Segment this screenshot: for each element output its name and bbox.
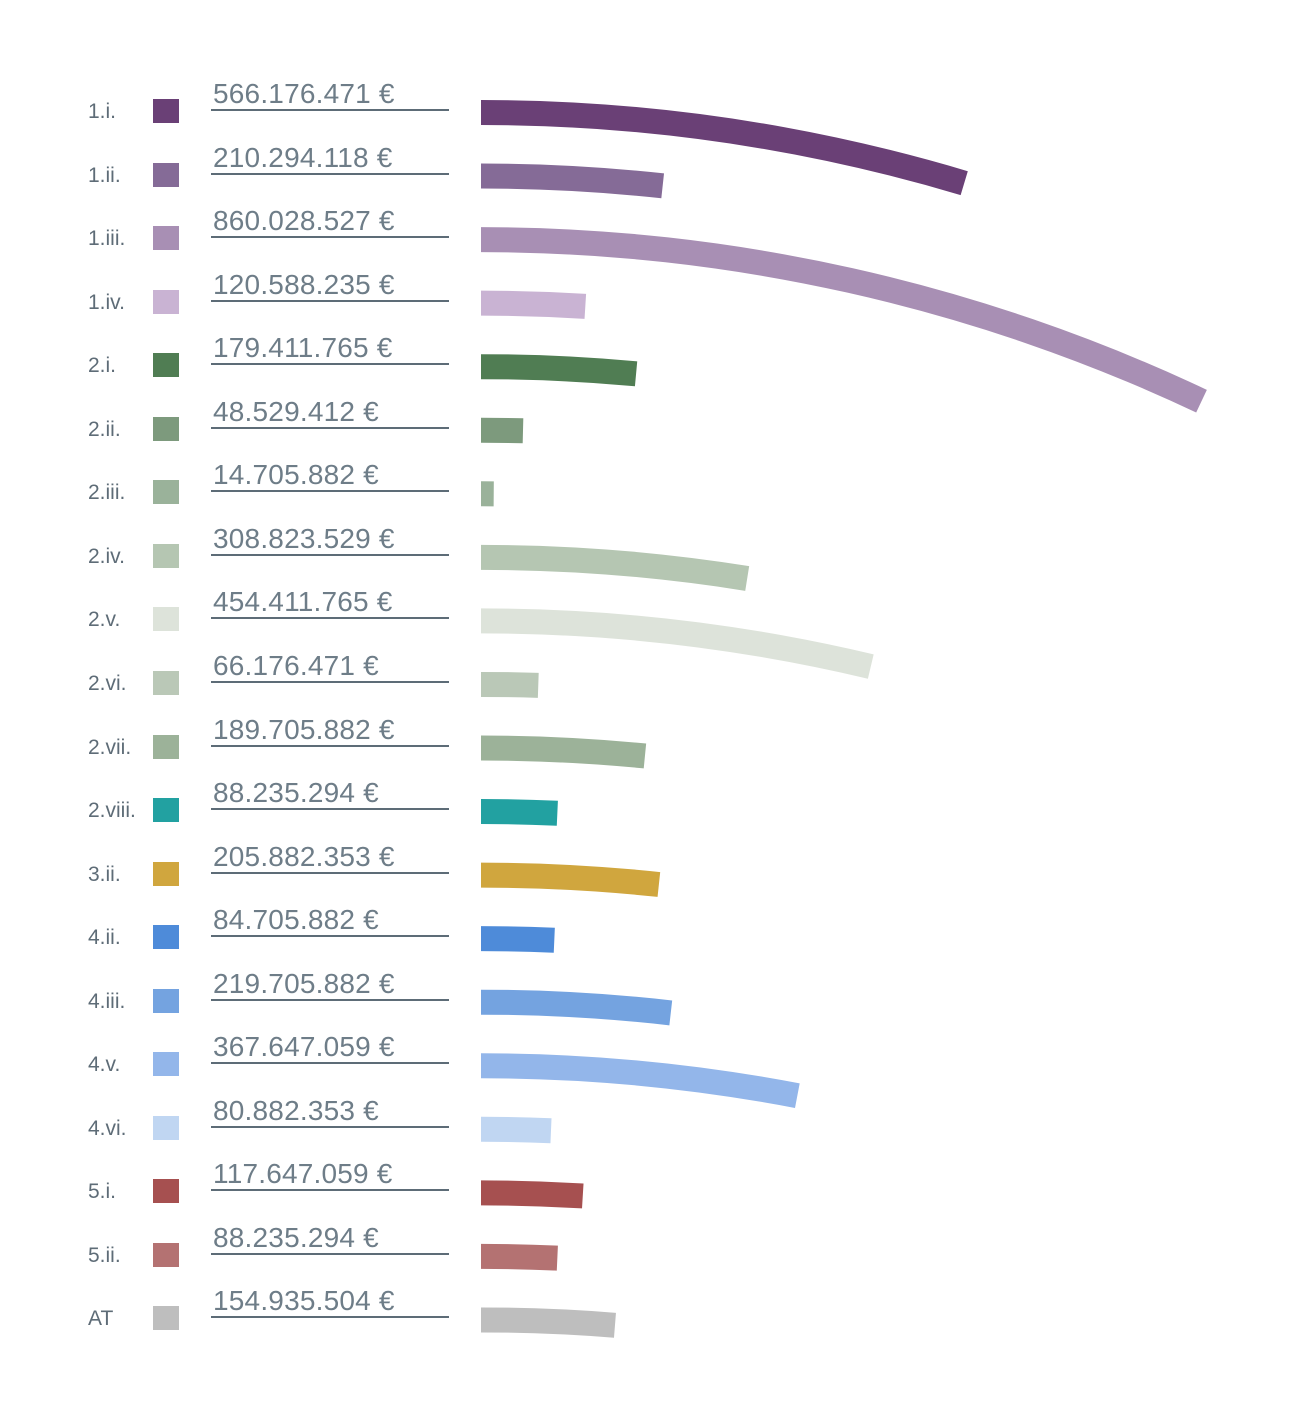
- category-label: 2.ii.: [88, 417, 121, 441]
- value-label: 88.235.294 €: [211, 1222, 449, 1255]
- category-label: 1.iii.: [88, 227, 126, 251]
- category-label: 2.viii.: [88, 799, 136, 823]
- category-label: 5.ii.: [88, 1243, 121, 1267]
- value-label: 84.705.882 €: [211, 905, 449, 938]
- color-swatch: [153, 1115, 179, 1140]
- color-swatch: [153, 416, 179, 441]
- color-swatch: [153, 925, 179, 950]
- bar-arc-2iv: [481, 544, 750, 591]
- value-label: 205.882.353 €: [211, 841, 449, 874]
- value-label: 210.294.118 €: [211, 142, 449, 175]
- bar-arc-5ii: [481, 1243, 558, 1271]
- bar-arc-at: [481, 1307, 616, 1338]
- color-swatch: [153, 734, 179, 759]
- color-swatch: [153, 162, 179, 187]
- value-label: 454.411.765 €: [211, 587, 449, 620]
- category-label: AT: [88, 1307, 114, 1331]
- color-swatch: [153, 798, 179, 823]
- color-swatch: [153, 543, 179, 568]
- category-label: 5.i.: [88, 1180, 117, 1204]
- color-swatch: [153, 289, 179, 314]
- color-swatch: [153, 353, 179, 378]
- bar-arc-2viii: [481, 799, 558, 826]
- bar-arc-1iii: [481, 227, 1207, 413]
- value-label: 219.705.882 €: [211, 968, 449, 1001]
- value-label: 14.705.882 €: [211, 460, 449, 493]
- bar-arc-2vii: [481, 735, 647, 769]
- value-label: 308.823.529 €: [211, 523, 449, 556]
- color-swatch: [153, 1052, 179, 1077]
- category-label: 1.ii.: [88, 163, 121, 187]
- value-label: 154.935.504 €: [211, 1286, 449, 1319]
- color-swatch: [153, 226, 179, 251]
- color-swatch: [153, 861, 179, 886]
- category-label: 2.i.: [88, 354, 117, 378]
- value-label: 120.588.235 €: [211, 269, 449, 302]
- value-label: 367.647.059 €: [211, 1032, 449, 1065]
- category-label: 4.v.: [88, 1053, 121, 1077]
- bar-arc-2ii: [481, 417, 524, 444]
- category-label: 2.vii.: [88, 735, 132, 759]
- category-label: 1.i.: [88, 100, 117, 123]
- category-label: 4.iii.: [88, 989, 126, 1013]
- bar-arc-4vi: [481, 1116, 552, 1144]
- value-label: 117.647.059 €: [211, 1159, 449, 1192]
- color-swatch: [153, 670, 179, 695]
- bar-arc-2v: [481, 608, 874, 679]
- category-label: 2.v.: [88, 608, 121, 632]
- bar-arc-5i: [481, 1180, 584, 1209]
- value-label: 179.411.765 €: [211, 333, 449, 366]
- category-label: 2.iii.: [88, 481, 126, 505]
- value-label: 860.028.527 €: [211, 206, 449, 239]
- bar-arc-1ii: [481, 163, 665, 199]
- value-label: 566.176.471 €: [211, 79, 449, 111]
- value-label: 88.235.294 €: [211, 778, 449, 811]
- bar-arc-4ii: [481, 926, 555, 953]
- color-swatch: [153, 988, 179, 1013]
- color-swatch: [153, 99, 179, 123]
- category-label: 1.iv.: [88, 290, 125, 314]
- color-swatch: [153, 1242, 179, 1267]
- bar-arc-4iii: [481, 989, 673, 1026]
- bar-arc-2vi: [481, 671, 539, 698]
- category-label: 3.ii.: [88, 862, 121, 886]
- color-swatch: [153, 480, 179, 505]
- color-swatch: [153, 607, 179, 632]
- color-swatch: [153, 1306, 179, 1331]
- color-swatch: [153, 1179, 179, 1204]
- bar-arc-1i: [481, 100, 968, 196]
- bar-arc-1iv: [481, 290, 587, 319]
- bar-arc-4v: [481, 1053, 800, 1108]
- bar-arc-2iii: [481, 481, 494, 507]
- category-label: 2.iv.: [88, 544, 125, 568]
- bar-arc-2i: [481, 354, 638, 387]
- value-label: 48.529.412 €: [211, 396, 449, 429]
- value-label: 66.176.471 €: [211, 650, 449, 683]
- value-label: 80.882.353 €: [211, 1095, 449, 1128]
- value-label: 189.705.882 €: [211, 714, 449, 747]
- category-label: 2.vi.: [88, 671, 127, 695]
- bar-arc-3ii: [481, 862, 661, 897]
- category-label: 4.ii.: [88, 926, 121, 950]
- category-label: 4.vi.: [88, 1116, 127, 1140]
